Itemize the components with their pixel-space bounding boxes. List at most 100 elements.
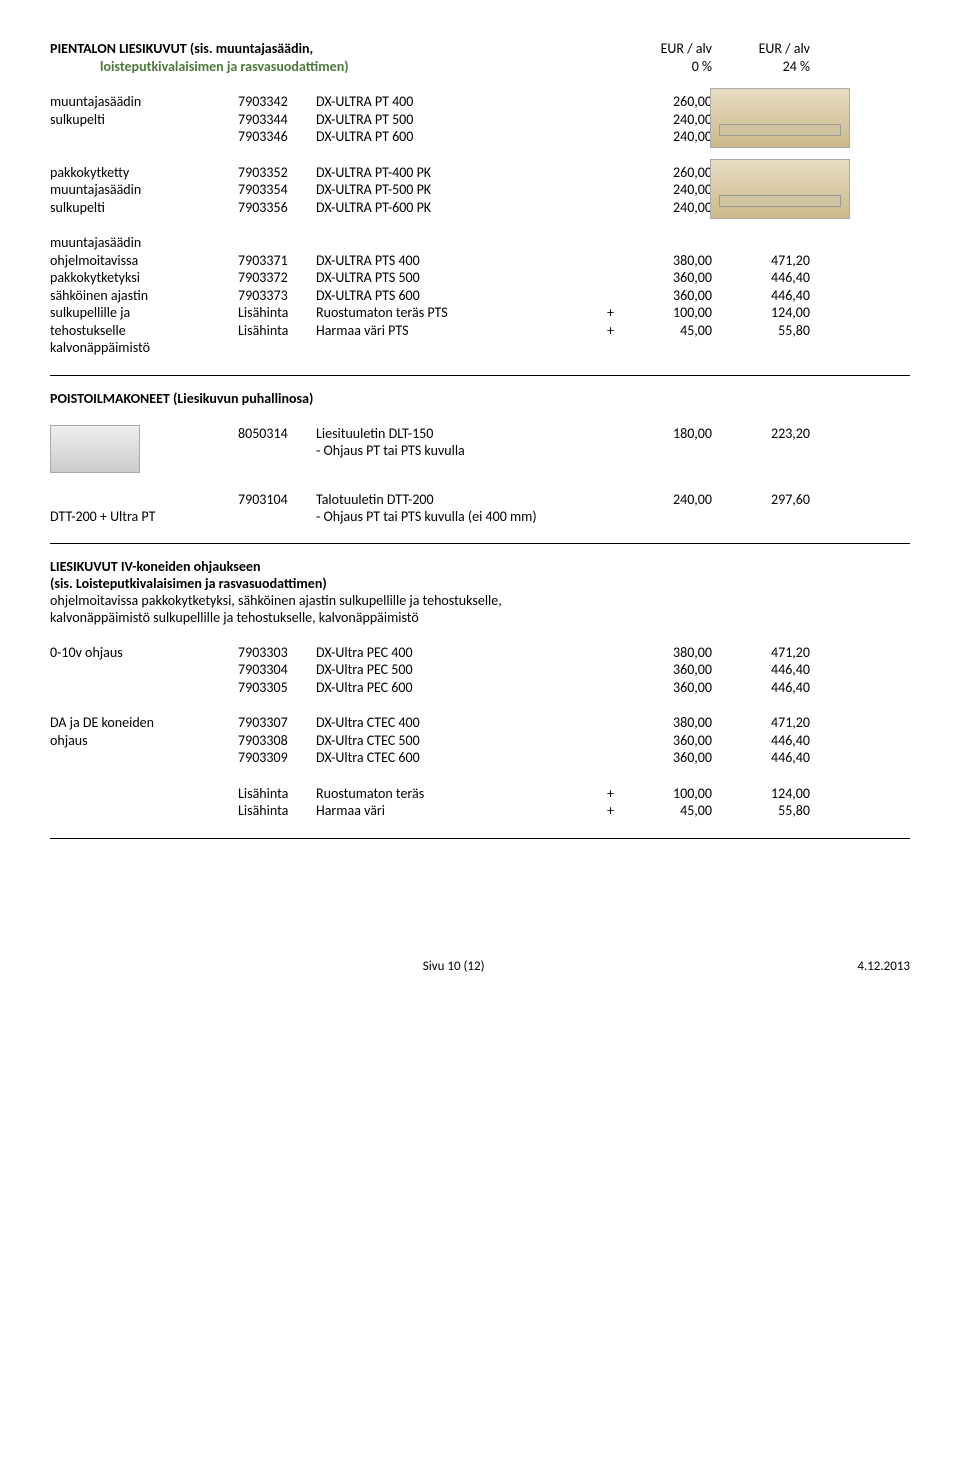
p2: 471,20 xyxy=(720,714,810,732)
p1: 360,00 xyxy=(622,287,712,305)
product-image-2 xyxy=(710,159,850,219)
label: muuntajasäädin xyxy=(50,181,230,199)
title-line1: PIENTALON LIESIKUVUT (sis. muuntajasäädi… xyxy=(50,40,313,57)
code: 7903304 xyxy=(238,661,308,679)
poisto-block-2: DTT-200 + Ultra PT 7903104 Talotuuletin … xyxy=(50,491,910,525)
desc: DX-ULTRA PT 600 xyxy=(316,128,566,146)
desc: DX-ULTRA PTS 500 xyxy=(316,269,566,287)
iv-extras: LisähintaRuostumaton teräs+100,00124,00 … xyxy=(50,785,910,820)
desc: DX-ULTRA PTS 600 xyxy=(316,287,566,305)
iv-group-1: 0-10v ohjaus7903303DX-Ultra PEC 400380,0… xyxy=(50,644,910,697)
label: tehostukselle xyxy=(50,322,230,340)
section-1: muuntajasäädin7903342DX-ULTRA PT 400260,… xyxy=(50,93,910,146)
desc: DX-ULTRA PT-500 PK xyxy=(316,181,566,199)
code: 7903308 xyxy=(238,732,308,750)
iv-group-2: DA ja DE koneiden7903307DX-Ultra CTEC 40… xyxy=(50,714,910,767)
code: Lisähinta xyxy=(238,304,308,322)
code: 7903344 xyxy=(238,111,308,129)
p1: 45,00 xyxy=(622,322,712,340)
iv-note1: ohjelmoitavissa pakkokytketyksi, sähköin… xyxy=(50,592,910,609)
desc: DX-Ultra PEC 600 xyxy=(316,679,566,697)
desc: Liesituuletin DLT-150 xyxy=(316,425,433,442)
footer-date: 4.12.2013 xyxy=(857,959,910,974)
p1: 240,00 xyxy=(622,199,712,217)
p2: 124,00 xyxy=(720,304,810,322)
divider-3 xyxy=(50,838,910,839)
p2: 446,40 xyxy=(720,661,810,679)
label xyxy=(50,679,230,697)
p2: 471,20 xyxy=(720,644,810,662)
desc: DX-ULTRA PT 500 xyxy=(316,111,566,129)
sub: - Ohjaus PT tai PTS kuvulla xyxy=(316,442,465,459)
p1: 100,00 xyxy=(622,785,712,803)
label xyxy=(50,128,230,146)
section-3: muuntajasäädin ohjelmoitavissa 7903371 DX-… xyxy=(50,234,910,357)
section-2: pakkokytketty7903352DX-ULTRA PT-400 PK26… xyxy=(50,164,910,217)
desc: Ruostumaton teräs xyxy=(316,785,566,803)
iv-note2: kalvonäppäimistö sulkupellille ja tehost… xyxy=(50,609,910,626)
code: 8050314 xyxy=(238,425,308,442)
label: 0-10v ohjaus xyxy=(50,644,230,662)
p1: 380,00 xyxy=(622,644,712,662)
desc: DX-ULTRA PT-600 PK xyxy=(316,199,566,217)
label: ohjelmoitavissa xyxy=(50,252,230,270)
p1: 180,00 xyxy=(622,425,712,442)
code: 7903305 xyxy=(238,679,308,697)
p2: 223,20 xyxy=(720,425,810,442)
desc: DX-Ultra CTEC 600 xyxy=(316,749,566,767)
p2: 471,20 xyxy=(720,252,810,270)
label: sulkupellille ja xyxy=(50,304,230,322)
p1: 45,00 xyxy=(622,802,712,820)
code: 7903354 xyxy=(238,181,308,199)
desc: Harmaa väri PTS xyxy=(316,322,566,340)
label xyxy=(50,661,230,679)
poisto-title: POISTOILMAKONEET (Liesikuvun puhallinosa… xyxy=(50,390,910,407)
p1: 240,00 xyxy=(622,491,712,508)
label: pakkokytketyksi xyxy=(50,269,230,287)
desc: DX-Ultra PEC 500 xyxy=(316,661,566,679)
desc: Harmaa väri xyxy=(316,802,566,820)
p1: 360,00 xyxy=(622,661,712,679)
desc: DX-Ultra CTEC 400 xyxy=(316,714,566,732)
p2: 446,40 xyxy=(720,287,810,305)
divider xyxy=(50,375,910,376)
title-line2: loisteputkivalaisimen ja rasvasuodattime… xyxy=(50,58,349,75)
desc: DX-ULTRA PTS 400 xyxy=(316,252,566,270)
label: sulkupelti xyxy=(50,111,230,129)
label: ohjaus xyxy=(50,732,230,750)
code: Lisähinta xyxy=(238,322,308,340)
page-number: Sivu 10 (12) xyxy=(423,959,485,974)
iv-sub: (sis. Loisteputkivalaisimen ja rasvasuod… xyxy=(50,575,910,592)
label: sulkupelti xyxy=(50,199,230,217)
poisto-block: 8050314 Liesituuletin DLT-150 - Ohjaus P… xyxy=(50,425,910,473)
desc: Talotuuletin DTT-200 xyxy=(316,491,434,508)
label: DA ja DE koneiden xyxy=(50,714,230,732)
p2: 446,40 xyxy=(720,732,810,750)
code: 7903104 xyxy=(238,491,308,508)
label: sähköinen ajastin xyxy=(50,287,230,305)
product-image-1 xyxy=(710,88,850,148)
p2: 55,80 xyxy=(720,322,810,340)
p2: 446,40 xyxy=(720,749,810,767)
desc: DX-ULTRA PT-400 PK xyxy=(316,164,566,182)
col-eur-alv-2: EUR / alv xyxy=(759,40,810,57)
col-pct-2: 24 % xyxy=(783,58,810,75)
footer: Sivu 10 (12) 4.12.2013 xyxy=(50,959,910,974)
code: 7903303 xyxy=(238,644,308,662)
code: 7903371 xyxy=(238,252,308,270)
header: PIENTALON LIESIKUVUT (sis. muuntajasäädi… xyxy=(50,40,910,75)
p2: 446,40 xyxy=(720,269,810,287)
code: Lisähinta xyxy=(238,802,308,820)
code: 7903372 xyxy=(238,269,308,287)
p1: 240,00 xyxy=(622,181,712,199)
col-pct-1: 0 % xyxy=(692,58,712,75)
iv-header: LIESIKUVUT IV-koneiden ohjaukseen (sis. … xyxy=(50,558,910,626)
code: 7903373 xyxy=(238,287,308,305)
label: muuntajasäädin xyxy=(50,93,230,111)
label: muuntajasäädin xyxy=(50,234,230,252)
p2: 124,00 xyxy=(720,785,810,803)
label: DTT-200 + Ultra PT xyxy=(50,508,230,525)
p1: 380,00 xyxy=(622,714,712,732)
p1: 380,00 xyxy=(622,252,712,270)
code: Lisähinta xyxy=(238,785,308,803)
